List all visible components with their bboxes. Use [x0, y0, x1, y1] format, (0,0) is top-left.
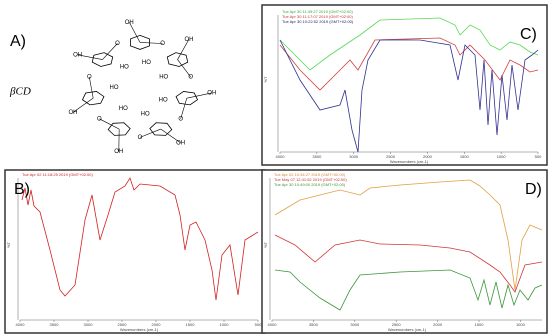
panel-label: B) [14, 181, 30, 198]
bond [72, 97, 94, 113]
panel-frame [4, 169, 266, 334]
x-tick-label: 1000 [497, 154, 507, 159]
x-tick-label: 1500 [186, 322, 196, 327]
x-tick-label: 1500 [475, 322, 485, 327]
x-tick-label: 2000 [152, 322, 162, 327]
panel-label: C) [520, 26, 537, 43]
atom-label: OH [207, 91, 216, 97]
x-tick-label: 3000 [350, 322, 360, 327]
x-tick-label: 2500 [118, 322, 128, 327]
atom-label: O [160, 41, 165, 47]
bond [139, 42, 163, 44]
spectrum-curve [279, 17, 539, 71]
atom-label: HO [110, 85, 119, 91]
x-tick-label: 1000 [220, 322, 230, 327]
x-axis-label: Wavenumbers (cm-1) [390, 159, 429, 164]
spectrum-curve [279, 39, 539, 153]
atom-label: O [97, 116, 102, 122]
sugar-ring [91, 52, 114, 67]
x-tick-label: 3500 [50, 322, 60, 327]
spectrum-curve [21, 177, 259, 301]
x-tick-label: 1500 [460, 154, 470, 159]
legend-entry: Tue Apr 30 10:49:00 2019 (GMT+02:00) [274, 182, 346, 187]
sugar-ring [166, 52, 189, 67]
sugar-ring [149, 122, 173, 136]
sugar-ring [130, 34, 150, 50]
x-tick-label: 2000 [433, 322, 443, 327]
x-tick-label: 2500 [392, 322, 402, 327]
legend-entry: Tue Apr 02 11:18:25 2019 (GMT+02:00) [22, 172, 93, 177]
atom-label: OH [114, 149, 123, 155]
atom-label: O [87, 75, 92, 81]
atom-label: HO [119, 106, 128, 112]
bond [177, 39, 190, 60]
y-axis-label: %T [263, 76, 268, 83]
x-axis-label: Wavenumbers (cm-1) [120, 327, 159, 332]
spectrum-curve [279, 37, 539, 91]
x-tick-label: 3500 [312, 154, 322, 159]
sugar-ring [81, 91, 105, 106]
legend-entry: Tue Apr 30 11:49:27 2019 (GMT+02:00) [282, 9, 353, 14]
atom-label: O [178, 116, 183, 122]
atom-label: OH [68, 110, 77, 116]
x-tick-label: 500 [535, 154, 542, 159]
atom-label: O [115, 41, 120, 47]
y-axis-label: %T [6, 241, 11, 248]
legend-entry: Tue Apr 02 10:34:27 2019 (GMT+02:00) [274, 172, 346, 177]
panel-label: A) [10, 33, 26, 50]
spectrum-curve [274, 179, 543, 291]
atom-label: OH [73, 52, 82, 58]
atom-label: HO [141, 112, 150, 118]
bond [77, 54, 103, 60]
bond [160, 128, 181, 144]
x-tick-label: 3500 [309, 322, 319, 327]
bond [186, 92, 212, 99]
sugar-ring [107, 122, 131, 136]
atom-label: HO [159, 75, 168, 81]
x-tick-label: 2500 [386, 154, 396, 159]
atom-label: OH [184, 37, 193, 43]
atom-label: O [188, 75, 193, 81]
bond [89, 76, 94, 99]
spectrum-curve [274, 269, 543, 311]
panel-frame [261, 169, 548, 334]
atom-label: OH [176, 141, 185, 147]
sugar-ring [175, 91, 199, 106]
x-tick-label: 2000 [423, 154, 433, 159]
bond [139, 128, 161, 138]
compound-name: βCD [9, 86, 31, 98]
legend-entry: Tue Apr 30 11:17:07 2019 (GMT+02:00) [282, 14, 353, 19]
x-axis-label: Wavenumbers (cm-1) [388, 327, 427, 332]
legend-entry: Tue Apr 30 10:22:52 2019 (GMT+02:00) [282, 19, 354, 24]
x-tick-label: 4000 [16, 322, 26, 327]
atom-label: HO [142, 60, 151, 66]
panel-frame [261, 4, 548, 166]
panel-label: D) [525, 181, 542, 198]
legend-entry: Tue May 07 12:41:52 2019 (GMT+02:00) [274, 177, 347, 182]
bond [128, 22, 141, 43]
x-tick-label: 3000 [84, 322, 94, 327]
x-tick-label: 4000 [276, 154, 286, 159]
x-tick-label: 4000 [268, 322, 278, 327]
atom-label: OH [125, 20, 134, 26]
bond [177, 59, 191, 78]
atom-label: HO [159, 98, 168, 104]
atom-label: O [138, 135, 143, 141]
spectrum-curve [274, 234, 543, 293]
atom-label: HO [120, 64, 129, 70]
x-tick-label: 1000 [516, 322, 526, 327]
x-tick-label: 3000 [349, 154, 359, 159]
bond [99, 118, 120, 130]
x-tick-label: 500 [255, 322, 262, 327]
bond [180, 98, 188, 119]
bond [102, 43, 118, 60]
y-axis-label: %T [263, 241, 268, 248]
